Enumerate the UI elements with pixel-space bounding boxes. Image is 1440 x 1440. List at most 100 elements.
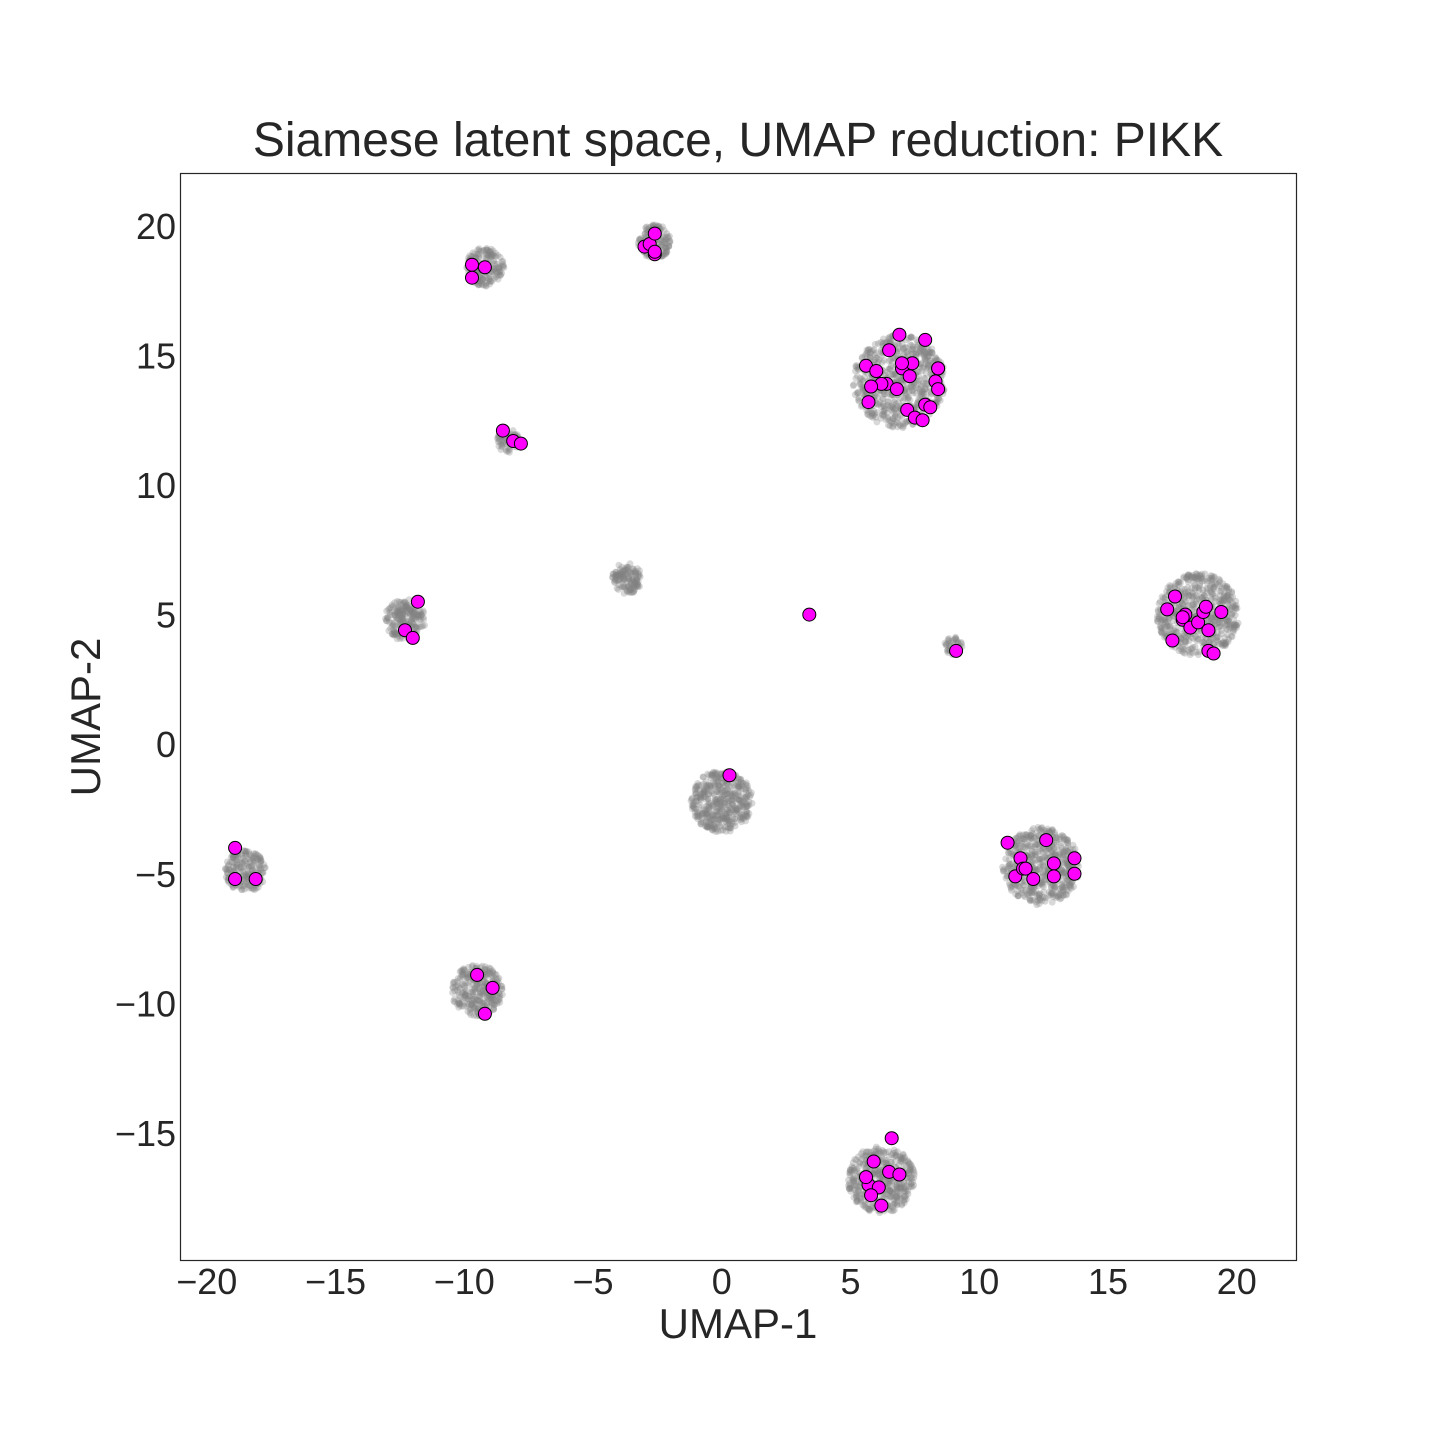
background-point (693, 783, 700, 791)
background-point (932, 356, 940, 363)
background-point (872, 1143, 880, 1151)
background-point (719, 788, 726, 796)
background-point (1040, 863, 1048, 871)
background-point (1207, 614, 1215, 622)
background-point (704, 823, 711, 831)
background-point (1200, 638, 1207, 646)
background-point (724, 786, 731, 793)
background-point (743, 813, 751, 821)
background-point (875, 400, 883, 408)
background-point (1162, 623, 1169, 631)
background-point (696, 812, 704, 820)
background-point (1226, 597, 1234, 604)
background-point (1224, 599, 1232, 606)
background-point (880, 410, 888, 418)
background-point (733, 806, 741, 814)
background-point (1184, 572, 1192, 580)
background-point (1226, 624, 1233, 632)
background-point (692, 805, 700, 813)
background-point (858, 376, 866, 383)
background-point (1063, 891, 1070, 899)
background-point (1212, 579, 1220, 587)
background-point (700, 806, 708, 814)
background-point (743, 808, 751, 816)
highlight-point (892, 1167, 907, 1182)
background-point (726, 820, 733, 828)
background-point (1209, 615, 1217, 623)
background-point (736, 807, 744, 814)
background-point (735, 775, 743, 783)
background-point (1190, 603, 1198, 611)
background-point (897, 422, 905, 430)
highlight-point (1214, 605, 1229, 619)
background-point (1197, 574, 1204, 582)
background-point (846, 1185, 853, 1192)
background-point (1161, 615, 1169, 623)
background-point (879, 412, 886, 419)
background-point (1189, 649, 1196, 657)
background-point (856, 375, 864, 382)
background-point (707, 820, 715, 828)
background-point (919, 348, 927, 356)
background-point (723, 815, 731, 823)
background-point (705, 803, 713, 811)
background-point (1233, 624, 1241, 631)
background-point (1158, 624, 1166, 632)
background-point (704, 790, 712, 798)
background-point (725, 803, 733, 810)
background-point (1224, 638, 1232, 646)
background-point (1175, 578, 1183, 586)
background-point (712, 798, 720, 806)
background-point (922, 380, 930, 388)
background-point (242, 848, 250, 856)
background-point (708, 824, 716, 832)
background-point (743, 812, 751, 819)
background-point (1161, 593, 1169, 601)
background-point (864, 411, 872, 419)
background-point (1193, 637, 1201, 645)
highlight-point (465, 257, 479, 272)
background-point (873, 354, 881, 362)
background-point (854, 389, 862, 397)
background-point (1159, 594, 1167, 602)
background-point (858, 383, 866, 391)
background-point (728, 792, 736, 800)
background-point (919, 387, 926, 394)
background-point (891, 395, 898, 403)
background-point (901, 344, 909, 351)
background-point (917, 360, 925, 367)
background-point (866, 346, 874, 353)
background-point (872, 354, 880, 362)
background-point (877, 403, 885, 411)
background-point (697, 796, 705, 804)
background-point (1165, 615, 1172, 623)
background-point (922, 385, 929, 393)
background-point (721, 787, 729, 795)
background-point (699, 790, 707, 798)
background-point (1158, 629, 1166, 637)
background-point (1157, 623, 1165, 630)
background-point (716, 801, 724, 809)
background-point (916, 388, 924, 396)
background-point (731, 815, 739, 823)
background-point (1195, 631, 1202, 639)
background-point (690, 804, 698, 812)
background-point (886, 417, 894, 424)
background-point (743, 800, 750, 808)
background-point (1217, 596, 1225, 603)
background-point (718, 798, 726, 806)
background-point (250, 854, 258, 862)
background-point (1210, 586, 1217, 593)
background-point (914, 384, 922, 392)
background-point (924, 364, 932, 372)
background-point (721, 817, 729, 825)
background-point (893, 402, 901, 410)
background-point (912, 350, 920, 358)
background-point (711, 816, 719, 823)
background-point (1198, 574, 1206, 582)
background-point (731, 802, 739, 810)
background-point (924, 345, 932, 353)
background-point (1184, 576, 1192, 584)
background-point (742, 812, 750, 820)
background-point (729, 806, 737, 814)
